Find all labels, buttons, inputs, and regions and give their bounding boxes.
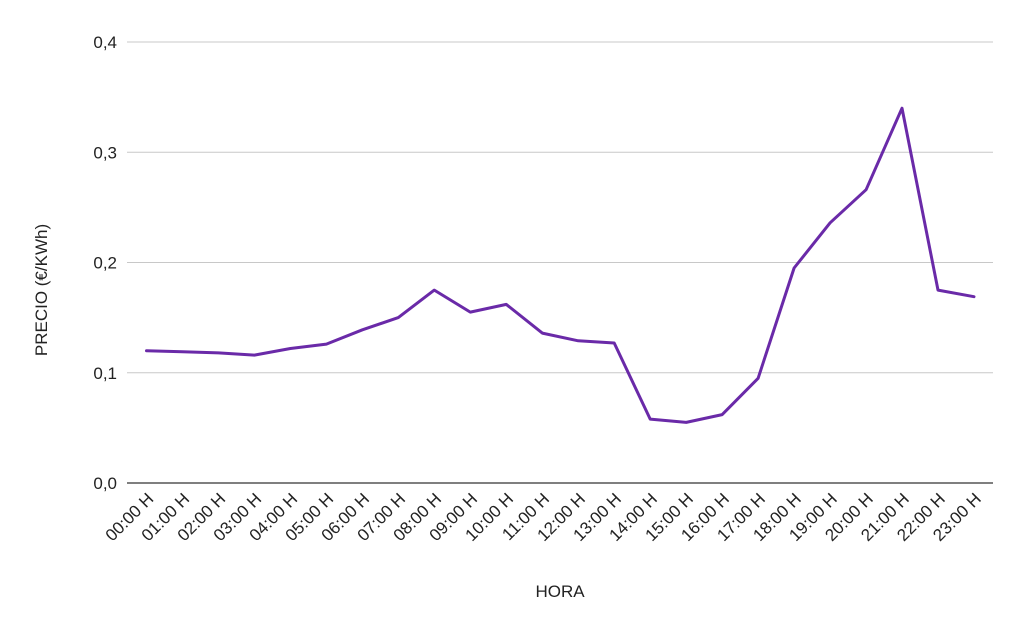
series-line [145, 106, 976, 424]
x-axis-ticks: 00:00 H01:00 H02:00 H03:00 H04:00 H05:00… [102, 489, 985, 545]
y-tick-label: 0,3 [93, 143, 117, 162]
series-group [145, 106, 976, 424]
gridlines [127, 41, 993, 484]
x-axis-title: HORA [535, 582, 585, 601]
y-tick-label: 0,0 [93, 474, 117, 493]
y-axis-ticks: 0,0 0,1 0,2 0,3 0,4 [93, 33, 117, 493]
y-tick-label: 0,4 [93, 33, 117, 52]
y-axis-title: PRECIO (€/KWh) [32, 224, 51, 356]
y-tick-label: 0,2 [93, 254, 117, 273]
y-tick-label: 0,1 [93, 364, 117, 383]
